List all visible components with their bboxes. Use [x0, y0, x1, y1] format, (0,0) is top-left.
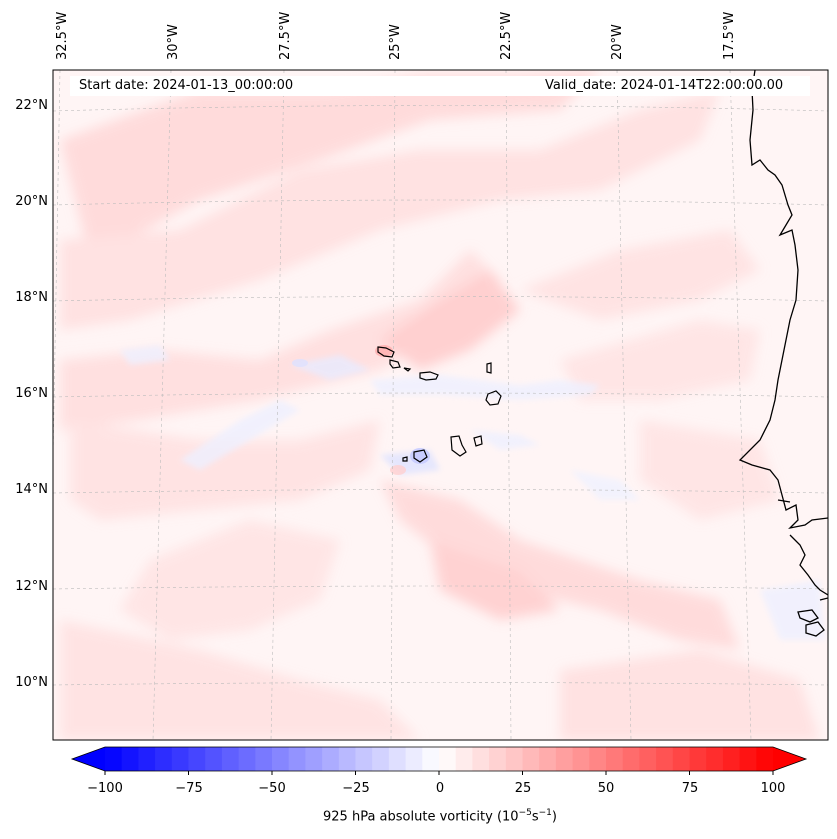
- colorbar-tick-label: −25: [342, 781, 370, 796]
- colorbar-tick-label: 75: [681, 781, 699, 796]
- colorbar-segment: [422, 747, 440, 771]
- lat-label: 18°N: [15, 290, 48, 305]
- lon-label: 32.5°W: [55, 11, 70, 60]
- colorbar-segment: [756, 747, 774, 771]
- colorbar-segment: [689, 747, 707, 771]
- colorbar-segment: [388, 747, 407, 771]
- colorbar-segment: [405, 747, 423, 771]
- colorbar-segment: [672, 747, 691, 771]
- lon-label: 20°W: [610, 24, 625, 60]
- colorbar-extend-max: [773, 747, 806, 771]
- colorbar-segment: [272, 747, 290, 771]
- colorbar-segment: [221, 747, 240, 771]
- colorbar-segment: [505, 747, 524, 771]
- colorbar-segment: [622, 747, 640, 771]
- colorbar-segment: [338, 747, 357, 771]
- colorbar-segment: [455, 747, 473, 771]
- colorbar-tick-label: 25: [514, 781, 532, 796]
- colorbar-segment: [138, 747, 156, 771]
- colorbar-segment: [472, 747, 490, 771]
- lat-label: 10°N: [15, 675, 48, 690]
- colorbar-tick-label: 100: [760, 781, 786, 796]
- colorbar-tick-label: −50: [258, 781, 286, 796]
- lon-label: 27.5°W: [278, 11, 293, 60]
- colorbar-segment: [639, 747, 657, 771]
- cape-verde-islands: [377, 346, 502, 463]
- colorbar-segment: [555, 747, 574, 771]
- graticule: [53, 70, 828, 740]
- start-date-label: Start date: 2024-01-13_00:00:00: [79, 78, 294, 93]
- header-band: [70, 76, 810, 96]
- colorbar-segment: [171, 747, 190, 771]
- lat-label: 14°N: [15, 482, 48, 497]
- coastline: [738, 70, 828, 637]
- lon-label: 30°W: [166, 24, 181, 60]
- colorbar-segment: [105, 747, 123, 771]
- colorbar-segment: [522, 747, 540, 771]
- colorbar-segment: [288, 747, 306, 771]
- colorbar-extend-min: [72, 747, 105, 771]
- lat-label: 20°N: [15, 194, 48, 209]
- vorticity-field: [53, 70, 828, 740]
- colorbar-segment: [238, 747, 256, 771]
- colorbar-segment: [355, 747, 373, 771]
- lat-label: 22°N: [15, 98, 48, 113]
- colorbar-segment: [305, 747, 323, 771]
- colorbar-segment: [739, 747, 757, 771]
- map-frame: [52, 69, 829, 741]
- colorbar-segment: [372, 747, 390, 771]
- colorbar-segment: [155, 747, 173, 771]
- lon-label: 22.5°W: [499, 11, 514, 60]
- colorbar-tick-label: 50: [597, 781, 615, 796]
- colorbar-segment: [722, 747, 741, 771]
- colorbar-segment: [656, 747, 674, 771]
- colorbar-segment: [205, 747, 223, 771]
- colorbar-segment: [572, 747, 590, 771]
- colorbar-tick-label: −100: [87, 781, 123, 796]
- colorbar-segment: [322, 747, 340, 771]
- lat-label: 16°N: [15, 386, 48, 401]
- colorbar-segment: [121, 747, 139, 771]
- lon-label: 25°W: [388, 24, 403, 60]
- colorbar-segment: [606, 747, 624, 771]
- colorbar-segment: [706, 747, 724, 771]
- colorbar-segment: [255, 747, 273, 771]
- colorbar-label: 925 hPa absolute vorticity (10−5s−1): [323, 808, 557, 825]
- colorbar-segment: [589, 747, 607, 771]
- colorbar: [70, 746, 808, 775]
- lon-label: 17.5°W: [722, 11, 737, 60]
- colorbar-tick-label: 0: [435, 781, 445, 796]
- lat-label: 12°N: [15, 579, 48, 594]
- colorbar-segment: [539, 747, 557, 771]
- colorbar-tick-label: −75: [175, 781, 203, 796]
- colorbar-segment: [439, 747, 457, 771]
- colorbar-segment: [489, 747, 507, 771]
- valid-date-label: Valid_date: 2024-01-14T22:00:00.00: [545, 78, 784, 93]
- colorbar-segment: [188, 747, 206, 771]
